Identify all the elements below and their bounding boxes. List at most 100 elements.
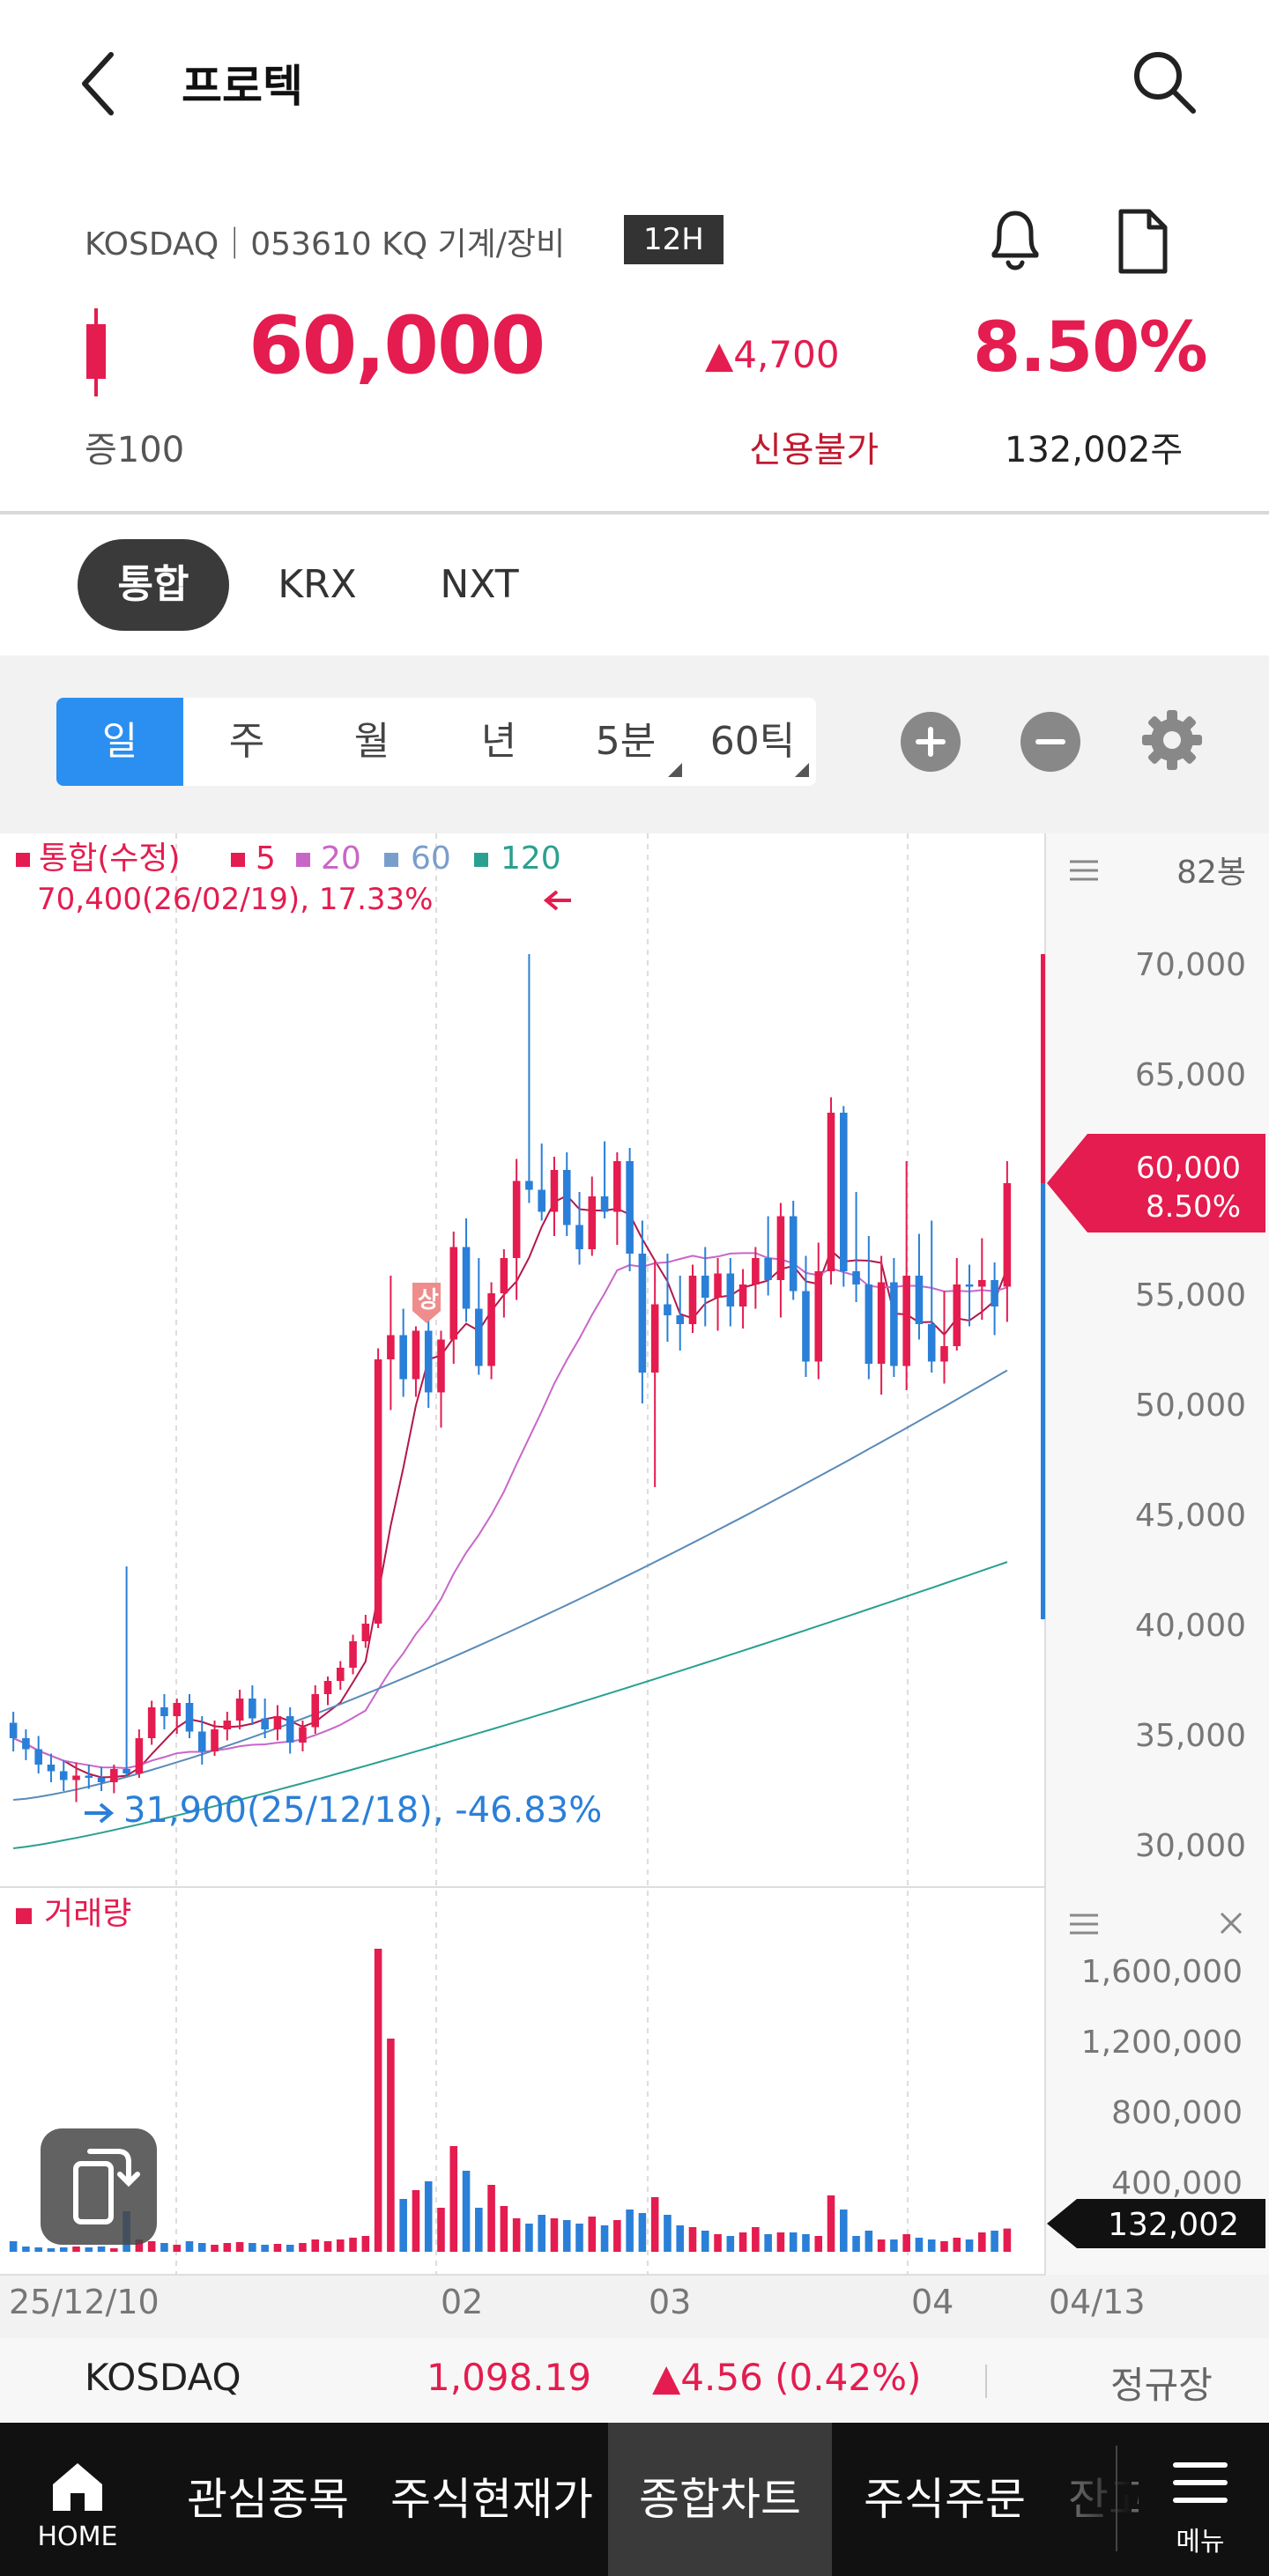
upper-limit-label: 상	[418, 1287, 439, 1314]
volume-bar-22	[286, 2245, 294, 2252]
nav-home-label: HOME	[37, 2521, 118, 2552]
close-volume-icon[interactable]	[1220, 1912, 1243, 1935]
nav-current-price[interactable]: 주식현재가	[390, 2474, 593, 2525]
date-label-start: 25/12/10	[9, 2283, 160, 2321]
volume-bar-64	[814, 2236, 823, 2252]
volume-bar-70	[890, 2239, 898, 2252]
stock-info: KOSDAQ｜053610 KQ 기계/장비 12H 60,000 ▲4,700…	[0, 176, 1269, 513]
candle-body-14	[185, 1703, 194, 1732]
candle-body-20	[261, 1718, 269, 1729]
volume-bar-58	[738, 2232, 747, 2252]
volume-bar-0	[9, 2241, 18, 2252]
index-ticker[interactable]: KOSDAQ 1,098.19 ▲4.56 (0.42%) 정규장	[0, 2338, 1269, 2423]
bell-icon	[991, 211, 1039, 270]
candle-body-37	[475, 1308, 483, 1366]
volume-bar-30	[387, 2039, 395, 2252]
candle-body-74	[940, 1346, 948, 1362]
period-5min[interactable]: 5분	[562, 698, 689, 786]
nav-chart[interactable]: 종합차트	[608, 2423, 832, 2576]
alert-button[interactable]	[983, 201, 1047, 280]
period-month[interactable]: 월	[353, 719, 390, 764]
volume-bar-65	[827, 2195, 835, 2252]
credit-status: 신용불가	[749, 430, 879, 470]
zoom-out-button[interactable]	[1020, 712, 1080, 772]
dropdown-corner-icon	[795, 763, 809, 777]
candle-body-64	[814, 1271, 823, 1362]
candle-body-60	[764, 1258, 772, 1280]
nav-menu[interactable]: 메뉴	[1132, 2423, 1269, 2576]
period-week[interactable]: 주	[228, 719, 265, 764]
grid-lines	[175, 833, 909, 2275]
candle-body-77	[978, 1280, 986, 1287]
candle-body-9	[122, 1769, 130, 1773]
volume-bar-68	[865, 2231, 873, 2252]
candles	[9, 954, 1012, 1802]
candle-body-66	[840, 1113, 848, 1271]
price-tick-7: 35,000	[1135, 1718, 1246, 1754]
tab-krx[interactable]: KRX	[278, 562, 357, 607]
candle-body-42	[538, 1189, 545, 1212]
nav-home[interactable]: HOME	[0, 2423, 155, 2576]
volume-bar-51	[650, 2197, 659, 2252]
arrow-left-icon	[543, 890, 571, 911]
candle-body-69	[877, 1282, 886, 1364]
volume-bar-49	[626, 2210, 634, 2252]
volume-bar-2	[34, 2247, 42, 2252]
memo-button[interactable]	[1112, 206, 1172, 277]
nav-order[interactable]: 주식주문	[864, 2474, 1026, 2525]
current-price-tag-rate: 8.50%	[1146, 1189, 1241, 1225]
chart-legend: 통합(수정) 5 20 60 120	[16, 840, 561, 877]
hamburger-icon	[1173, 2462, 1228, 2503]
period-60tick-label: 60틱	[709, 719, 796, 764]
date-label-feb: 02	[441, 2283, 483, 2321]
trading-volume: 132,002주	[1005, 430, 1184, 470]
back-button[interactable]	[70, 44, 132, 123]
search-button[interactable]	[1128, 46, 1200, 118]
rotate-screen-button[interactable]	[41, 2128, 157, 2245]
volume-bar-41	[525, 2224, 533, 2252]
chart-settings-button[interactable]	[1137, 705, 1207, 775]
tab-nxt[interactable]: NXT	[440, 562, 519, 607]
candle-body-44	[562, 1170, 571, 1225]
nav-watchlist[interactable]: 관심종목	[187, 2474, 349, 2525]
range-bar-down	[1041, 1183, 1045, 1619]
home-icon	[53, 2463, 102, 2511]
volume-bar-71	[902, 2234, 910, 2252]
candle-body-30	[387, 1335, 395, 1359]
candle-body-12	[160, 1707, 168, 1716]
menu-lines-icon[interactable]	[1070, 860, 1098, 881]
period-year[interactable]: 년	[480, 719, 517, 764]
price-tick-1: 65,000	[1135, 1057, 1246, 1093]
volume-bar-38	[487, 2185, 495, 2252]
volume-bar-55	[701, 2231, 709, 2252]
candle-body-61	[776, 1216, 785, 1280]
volume-bar-61	[776, 2232, 785, 2252]
period-day[interactable]: 일	[56, 698, 183, 786]
price-tick-3: 55,000	[1135, 1277, 1246, 1314]
volume-legend-swatch	[16, 1908, 32, 1924]
arrow-right-icon	[85, 1802, 115, 1824]
price-tick-8: 30,000	[1135, 1828, 1246, 1864]
period-tabs: 일 주 월 년 5분 60틱	[56, 698, 816, 786]
zoom-in-button[interactable]	[901, 712, 961, 772]
candle-body-75	[953, 1284, 961, 1346]
candle-body-49	[626, 1161, 634, 1254]
candle-body-11	[147, 1707, 156, 1738]
volume-bar-57	[726, 2236, 735, 2252]
candle-body-33	[424, 1330, 433, 1393]
legend-main-swatch	[16, 853, 30, 867]
search-icon	[1134, 52, 1196, 114]
price-chart[interactable]: 통합(수정) 5 20 60 120 70,400(26/02/19), 17.…	[0, 833, 1269, 2338]
volume-bar-62	[789, 2232, 798, 2252]
volume-tick-3: 400,000	[1111, 2165, 1243, 2202]
current-price-tag-value: 60,000	[1136, 1151, 1241, 1186]
volume-menu-lines-icon[interactable]	[1070, 1913, 1098, 1935]
candle-body-63	[802, 1291, 810, 1362]
tab-integrated[interactable]: 통합	[78, 539, 229, 631]
candle-body-38	[487, 1293, 495, 1366]
candle-body-71	[902, 1276, 910, 1366]
plus-icon	[916, 727, 946, 757]
volume-bar-46	[588, 2217, 597, 2252]
candle-body-65	[827, 1113, 835, 1271]
period-60tick[interactable]: 60틱	[689, 698, 816, 786]
